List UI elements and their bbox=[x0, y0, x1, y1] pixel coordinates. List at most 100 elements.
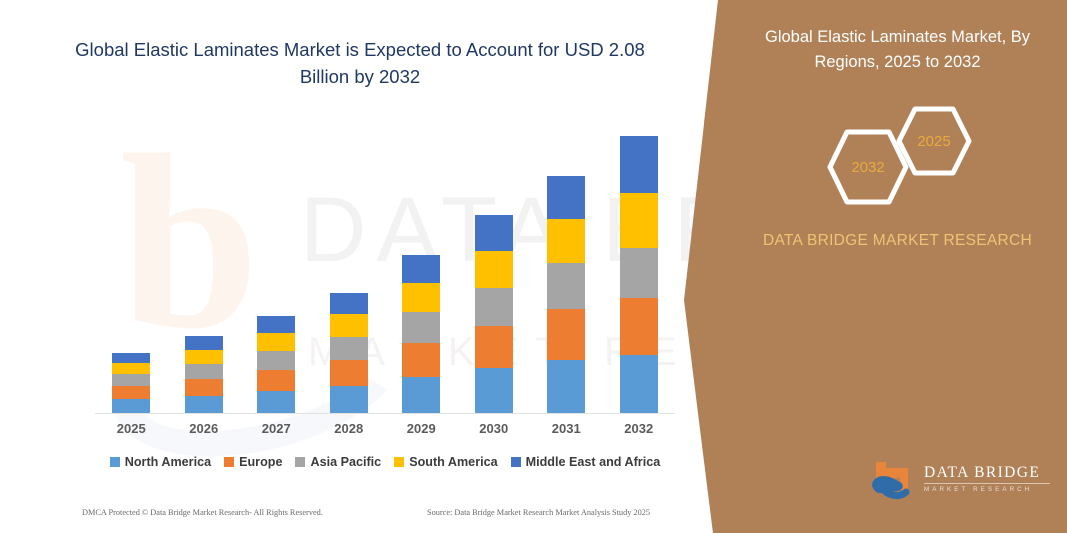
bar-segment bbox=[329, 337, 368, 360]
footer-copyright: DMCA Protected © Data Bridge Market Rese… bbox=[82, 508, 323, 517]
x-axis-label: 2031 bbox=[551, 421, 581, 436]
bar-column bbox=[313, 120, 386, 413]
bar-segment bbox=[547, 176, 586, 219]
bar-segment bbox=[547, 219, 586, 263]
stacked-bar bbox=[112, 353, 151, 413]
bar-segment bbox=[402, 343, 441, 377]
bar-column bbox=[168, 120, 241, 413]
x-axis-label: 2032 bbox=[624, 421, 654, 436]
legend-item[interactable]: South America bbox=[394, 455, 498, 469]
bar-segment bbox=[257, 351, 296, 370]
chart-title: Global Elastic Laminates Market is Expec… bbox=[75, 39, 645, 87]
bar-segment bbox=[257, 391, 296, 413]
bar-segment bbox=[112, 399, 151, 413]
bar-segment bbox=[184, 379, 223, 396]
brand-name: DATA BRIDGE MARKET RESEARCH bbox=[762, 232, 1033, 249]
bar-segment bbox=[402, 283, 441, 312]
stacked-bar bbox=[257, 316, 296, 413]
bar-segment bbox=[329, 360, 368, 386]
legend-swatch-icon bbox=[109, 457, 120, 467]
legend-item[interactable]: Europe bbox=[224, 455, 282, 469]
panel-title: Global Elastic Laminates Market, By Regi… bbox=[764, 28, 1031, 71]
logo-divider bbox=[924, 483, 1050, 484]
x-axis-labels: 2025 2026 2027 2028 2029 2030 2031 2032 bbox=[95, 421, 675, 436]
bar-segment bbox=[619, 136, 658, 193]
legend-label: North America bbox=[124, 455, 212, 469]
bar-segment bbox=[402, 377, 441, 413]
legend-swatch-icon bbox=[394, 457, 405, 467]
bar-segment bbox=[547, 263, 586, 309]
bar-segment bbox=[184, 350, 223, 364]
legend-swatch-icon bbox=[510, 457, 521, 467]
bar-segment bbox=[402, 312, 441, 343]
chart-axis-line bbox=[95, 413, 675, 414]
stacked-bar bbox=[402, 255, 441, 413]
bar-segment bbox=[184, 364, 223, 379]
bar-segment bbox=[547, 309, 586, 360]
legend-item[interactable]: Middle East and Africa bbox=[510, 455, 661, 469]
bar-column bbox=[458, 120, 531, 413]
legend-label: South America bbox=[409, 455, 498, 469]
legend-swatch-icon bbox=[224, 457, 235, 467]
x-axis-label: 2030 bbox=[479, 421, 509, 436]
bar-segment bbox=[329, 293, 368, 314]
legend-item[interactable]: Asia Pacific bbox=[295, 455, 381, 469]
chart-legend: North America Europe Asia Pacific South Ame… bbox=[95, 455, 675, 469]
year-hexagons: 2032 2025 bbox=[740, 100, 1067, 215]
bar-segment bbox=[184, 336, 223, 350]
bar-segment bbox=[402, 255, 441, 283]
bar-segment bbox=[474, 288, 513, 326]
bar-segment bbox=[329, 314, 368, 337]
stacked-bar bbox=[184, 336, 223, 413]
bar-segment bbox=[329, 386, 368, 413]
legend-label: Europe bbox=[239, 455, 283, 469]
footer-source: Source: Data Bridge Market Research Mark… bbox=[427, 508, 651, 517]
bar-segment bbox=[547, 360, 586, 413]
x-axis-label: 2029 bbox=[406, 421, 436, 436]
hexagon-start-year: 2025 bbox=[895, 105, 973, 177]
bar-segment bbox=[474, 326, 513, 368]
data-bridge-logo: DATA BRIDGE MARKET RESEARCH bbox=[870, 458, 1055, 506]
bar-column bbox=[95, 120, 168, 413]
bar-segment bbox=[619, 298, 658, 355]
legend-label: Asia Pacific bbox=[310, 455, 382, 469]
bar-column bbox=[240, 120, 313, 413]
bar-segment bbox=[619, 248, 658, 298]
legend-item[interactable]: North America bbox=[109, 455, 212, 469]
logo-title: DATA BRIDGE bbox=[924, 464, 1041, 481]
bar-segment bbox=[619, 355, 658, 413]
stacked-bar-chart bbox=[95, 120, 675, 413]
bar-segment bbox=[257, 333, 296, 351]
stacked-bar bbox=[619, 136, 658, 413]
logo-subtitle: MARKET RESEARCH bbox=[924, 486, 1033, 493]
bar-segment bbox=[619, 193, 658, 248]
bar-column bbox=[530, 120, 603, 413]
x-axis-label: 2025 bbox=[116, 421, 146, 436]
legend-swatch-icon bbox=[295, 457, 306, 467]
bar-segment bbox=[112, 386, 151, 399]
stacked-bar bbox=[474, 215, 513, 413]
bar-segment bbox=[474, 251, 513, 288]
bar-column bbox=[603, 120, 676, 413]
bar-segment bbox=[257, 316, 296, 333]
brand-panel-content: Global Elastic Laminates Market, By Regi… bbox=[740, 0, 1067, 533]
bar-segment bbox=[257, 370, 296, 391]
stacked-bar bbox=[547, 176, 586, 413]
hexagon-end-year-label: 2032 bbox=[851, 158, 885, 176]
stacked-bar bbox=[329, 293, 368, 413]
bar-column bbox=[385, 120, 458, 413]
legend-label: Middle East and Africa bbox=[525, 455, 661, 469]
bar-segment bbox=[112, 353, 151, 363]
chart-pane: Global Elastic Laminates Market is Expec… bbox=[75, 39, 675, 517]
x-axis-label: 2028 bbox=[334, 421, 364, 436]
x-axis-label: 2027 bbox=[261, 421, 291, 436]
logo-mark-icon bbox=[870, 460, 918, 504]
bar-segment bbox=[184, 396, 223, 413]
bar-segment bbox=[474, 215, 513, 251]
bar-segment bbox=[474, 368, 513, 413]
bar-segment bbox=[112, 363, 151, 374]
x-axis-label: 2026 bbox=[189, 421, 219, 436]
logo-wordmark: DATA BRIDGE MARKET RESEARCH bbox=[924, 464, 1054, 493]
hexagon-start-year-label: 2025 bbox=[917, 132, 951, 150]
